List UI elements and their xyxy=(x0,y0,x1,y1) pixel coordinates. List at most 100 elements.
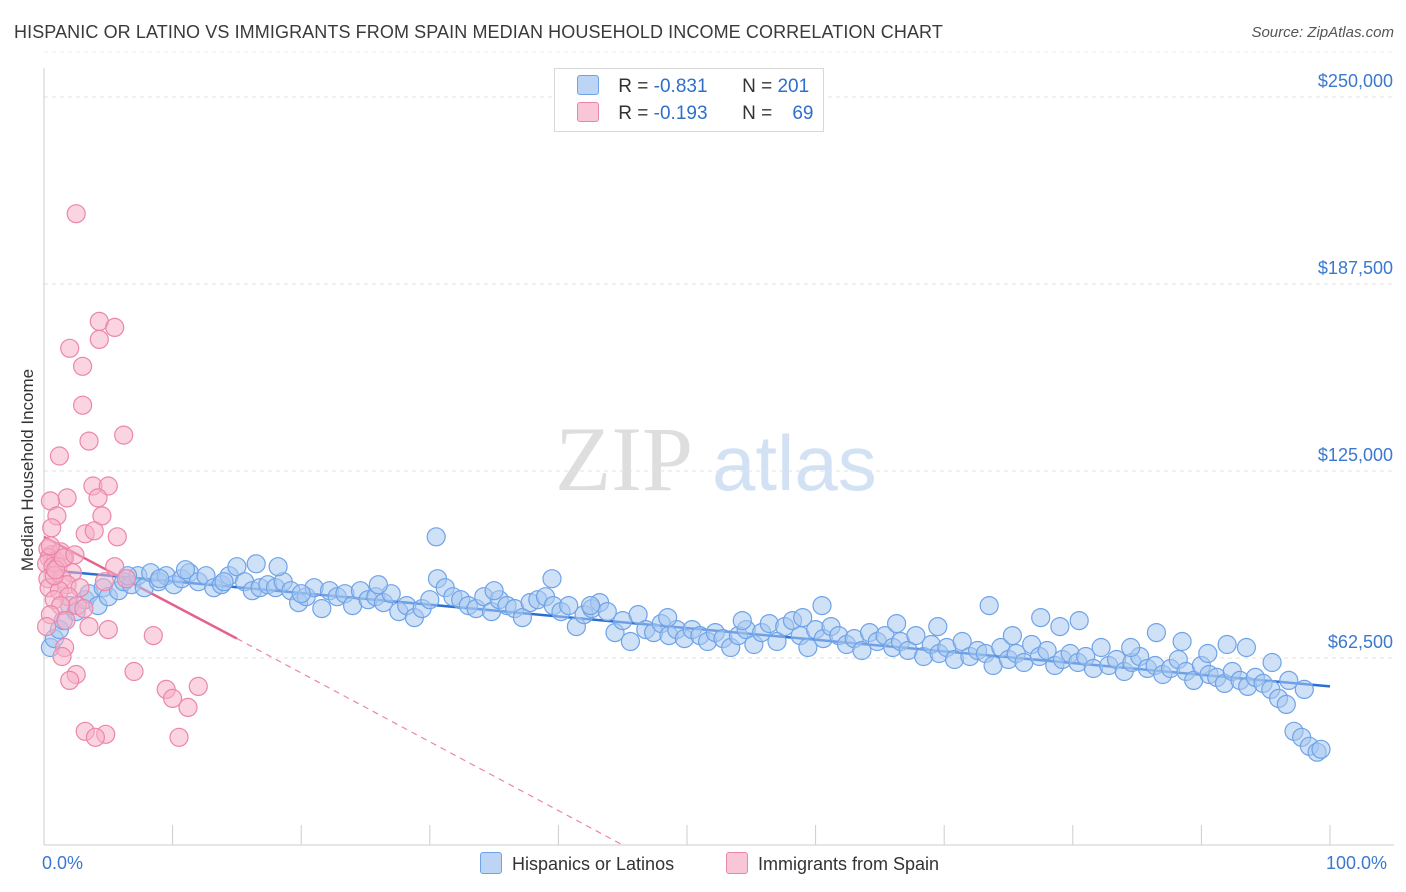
spain-point xyxy=(74,598,94,619)
hispanic-point xyxy=(979,595,999,616)
spain-point xyxy=(116,569,136,589)
spain-point xyxy=(107,527,127,547)
chart-title: HISPANIC OR LATINO VS IMMIGRANTS FROM SP… xyxy=(14,22,943,42)
hispanic-point xyxy=(1069,610,1089,631)
legend-swatch-blue xyxy=(577,75,599,95)
hispanic-point xyxy=(1276,694,1296,715)
hispanic-point xyxy=(1121,637,1141,658)
spain-point xyxy=(60,338,80,358)
spain-point xyxy=(188,676,208,697)
legend-row-spain: R = -0.193 N = 69 xyxy=(577,102,813,126)
y-tick-label: $187,500 xyxy=(1318,258,1393,278)
spain-point xyxy=(36,616,57,637)
hispanic-point xyxy=(793,607,813,628)
legend-n-label: N = xyxy=(742,103,778,124)
hispanic-point xyxy=(559,595,579,616)
spain-point xyxy=(85,727,106,747)
hispanic-point xyxy=(227,557,247,577)
spain-point xyxy=(72,356,93,376)
hispanic-point xyxy=(812,595,832,616)
chart-source: Source: ZipAtlas.com xyxy=(1251,24,1394,41)
hispanic-point xyxy=(1031,607,1051,628)
watermark-zip: ZIP xyxy=(555,408,693,510)
hispanic-point xyxy=(420,590,440,610)
spain-point xyxy=(79,616,99,637)
spain-point xyxy=(40,536,61,556)
legend-n-value: 69 xyxy=(792,103,814,124)
spain-point xyxy=(42,518,62,538)
legend-row-hispanics: R = -0.831 N = 201 xyxy=(577,75,809,99)
x-tick-max: 100.0% xyxy=(1326,853,1388,873)
y-tick-label: $250,000 xyxy=(1318,71,1393,91)
hispanic-point xyxy=(368,575,388,595)
spain-point xyxy=(66,204,86,224)
spain-point xyxy=(105,317,125,337)
hispanic-point xyxy=(1050,616,1070,637)
spain-point xyxy=(56,610,76,631)
spain-point xyxy=(60,670,80,691)
hispanic-point xyxy=(886,613,907,634)
hispanic-point xyxy=(312,598,332,619)
hispanic-point xyxy=(426,527,446,547)
hispanic-point xyxy=(1236,637,1257,658)
hispanic-point xyxy=(628,604,648,625)
spain-point xyxy=(163,688,183,709)
hispanic-point xyxy=(1311,739,1331,759)
hispanic-point xyxy=(1037,640,1057,661)
hispanic-point xyxy=(767,631,787,652)
bottom-legend-spain: Immigrants from Spain xyxy=(726,852,939,875)
spain-point xyxy=(88,488,108,508)
hispanic-point xyxy=(268,557,288,577)
spain-point xyxy=(178,697,198,718)
legend-n-value: 201 xyxy=(777,76,810,97)
bottom-legend-swatch-blue xyxy=(480,852,502,874)
hispanic-point xyxy=(658,607,678,628)
hispanic-point xyxy=(291,584,311,604)
spain-trend-extension xyxy=(236,638,623,846)
hispanic-point xyxy=(580,595,601,616)
hispanic-point xyxy=(214,572,234,592)
spain-point xyxy=(49,446,70,466)
y-tick-label: $62,500 xyxy=(1328,632,1393,652)
spain-point xyxy=(105,557,125,577)
hispanic-point xyxy=(732,610,752,631)
spain-point xyxy=(84,521,104,541)
hispanic-point xyxy=(484,581,504,601)
hispanic-point xyxy=(906,625,926,646)
spain-point xyxy=(169,727,189,747)
hispanic-point xyxy=(1262,652,1282,673)
correlation-legend: R = -0.831 N = 201 R = -0.193 N = 69 xyxy=(554,68,824,132)
spain-point xyxy=(124,661,144,682)
hispanic-point xyxy=(1217,634,1237,655)
hispanic-point xyxy=(175,560,196,580)
x-tick-min: 0.0% xyxy=(42,853,84,873)
hispanic-point xyxy=(597,601,617,622)
spain-point xyxy=(114,425,134,445)
spain-point xyxy=(94,572,115,592)
bottom-legend-label: Immigrants from Spain xyxy=(758,854,940,874)
hispanic-point xyxy=(512,607,533,628)
hispanic-point xyxy=(1091,637,1111,658)
spain-point xyxy=(72,395,93,415)
spain-point xyxy=(65,545,85,565)
y-tick-label: $125,000 xyxy=(1318,445,1393,465)
legend-r-value: -0.831 xyxy=(653,76,708,97)
hispanic-point xyxy=(928,616,948,637)
spain-point xyxy=(79,431,99,451)
hispanic-point xyxy=(1002,625,1023,646)
hispanic-point xyxy=(952,631,972,652)
spain-point xyxy=(92,506,112,526)
hispanic-point xyxy=(1198,643,1218,664)
bottom-legend-hispanics: Hispanics or Latinos xyxy=(480,852,674,875)
spain-point xyxy=(143,625,163,646)
hispanic-point xyxy=(1279,670,1299,691)
hispanic-point xyxy=(150,569,170,589)
legend-swatch-pink xyxy=(577,102,599,122)
spain-point xyxy=(52,646,72,667)
watermark-atlas: atlas xyxy=(712,419,877,507)
hispanic-point xyxy=(798,637,818,658)
hispanic-point xyxy=(1172,631,1192,652)
hispanic-point xyxy=(1146,622,1167,643)
hispanic-point xyxy=(1294,679,1314,700)
